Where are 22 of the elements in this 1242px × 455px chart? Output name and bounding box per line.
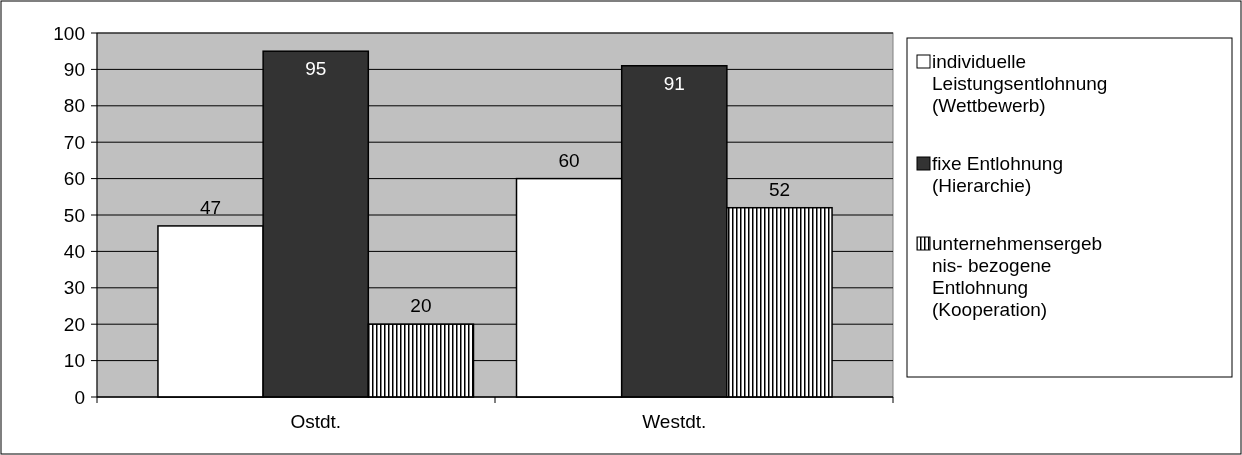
data-label: 95	[305, 58, 327, 80]
y-tick-label: 70	[63, 131, 85, 153]
x-tick-label: Ostdt.	[290, 411, 342, 432]
legend-label: unternehmensergebnis- bezogene Entlohnung (Kooperation)	[932, 233, 1103, 320]
y-tick-label: 10	[63, 350, 85, 372]
y-tick-label: 90	[63, 59, 85, 81]
data-label: 91	[663, 72, 685, 94]
y-tick-label: 50	[63, 204, 85, 226]
data-label: 47	[199, 196, 222, 218]
y-tick-label: 0	[74, 386, 85, 408]
y-tick-label: 30	[63, 277, 85, 299]
data-label: 60	[558, 149, 580, 171]
legend-label: individuelle Leistungsentlohnung (Wettbewerb)	[932, 51, 1108, 116]
x-tick-label: Westdt.	[642, 411, 707, 432]
y-tick-label: 20	[63, 313, 85, 335]
y-tick-label: 40	[63, 241, 85, 263]
legend-label: fixe Entlohnung (Hierarchie)	[932, 153, 1063, 196]
y-tick-label: 100	[53, 22, 85, 44]
y-tick-label: 80	[63, 95, 85, 117]
data-label: 52	[768, 178, 791, 200]
data-label: 20	[410, 295, 432, 317]
y-tick-label: 60	[63, 168, 85, 190]
